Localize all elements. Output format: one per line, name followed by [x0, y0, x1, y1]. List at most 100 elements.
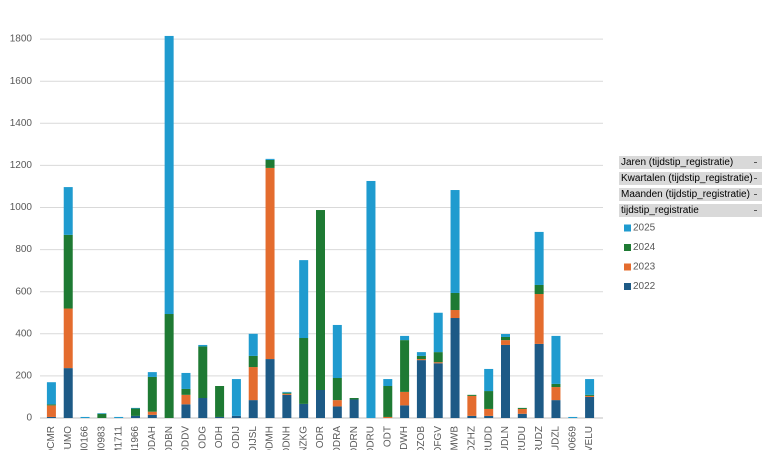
- bar-segment: [501, 336, 510, 341]
- bar-segment: [80, 416, 90, 418]
- x-tick-label: OMWB: [450, 426, 461, 450]
- x-tick-label: VELU: [584, 426, 595, 450]
- x-tick-label: ODDV: [181, 426, 192, 450]
- x-tick-label: RUDZL: [551, 426, 562, 450]
- bar-segment: [551, 383, 561, 388]
- y-tick-label: 0: [26, 413, 32, 424]
- bar-segment: [181, 388, 191, 395]
- y-tick-label: 1000: [10, 202, 33, 213]
- bar-segment: [585, 395, 595, 397]
- bar-segment: [248, 333, 258, 356]
- bar-segment: [366, 180, 376, 418]
- bar-segment: [534, 231, 544, 285]
- bar-segment: [433, 362, 443, 364]
- y-tick-label: 400: [15, 328, 32, 339]
- x-tick-label: M1711: [113, 426, 124, 450]
- legend-label: 2023: [633, 262, 656, 273]
- y-tick-label: 800: [15, 244, 32, 255]
- y-tick-label: 600: [15, 286, 32, 297]
- bar-segment: [332, 378, 342, 401]
- x-tick-label: RUDZ: [534, 426, 545, 450]
- bar-segment: [400, 340, 410, 392]
- bar-segment: [416, 359, 426, 361]
- bar-segment: [248, 355, 258, 368]
- field-button[interactable]: tijdstip_registratie: [619, 204, 762, 218]
- legend-swatch: [624, 244, 631, 251]
- bar-segment: [467, 395, 477, 416]
- x-tick-label: ODIJSL: [248, 426, 259, 450]
- bar-segment: [450, 292, 460, 311]
- bar-segment: [97, 413, 107, 418]
- x-tick-label: ODT: [382, 426, 393, 447]
- bar-segment: [147, 411, 157, 415]
- bar-segment: [450, 318, 460, 418]
- y-tick-label: 200: [15, 371, 32, 382]
- bar-segment: [299, 403, 309, 418]
- bar-segment: [534, 284, 544, 295]
- bar-segment: [416, 360, 426, 418]
- bar-segment: [164, 35, 174, 315]
- x-tick-label: M0166: [80, 426, 91, 450]
- bar-segment: [181, 372, 191, 389]
- x-tick-label: ODNZKG: [298, 426, 309, 450]
- bar-segment: [534, 294, 544, 344]
- x-tick-label: D0669: [567, 426, 578, 450]
- legend-label: 2025: [633, 223, 656, 234]
- field-button[interactable]: Maanden (tijdstip_registratie): [619, 188, 762, 202]
- x-tick-label: ODRU: [366, 426, 377, 450]
- field-button[interactable]: Jaren (tijdstip_registratie): [619, 156, 762, 170]
- bar-segment: [383, 386, 393, 417]
- bar-segment: [265, 167, 275, 360]
- bar-segment: [131, 408, 140, 416]
- x-tick-label: ODRN: [349, 426, 360, 450]
- bar-segment: [147, 372, 157, 377]
- bar-segment: [198, 398, 208, 418]
- bar-segment: [551, 335, 561, 384]
- bar-segment: [265, 159, 275, 168]
- bar-segment: [484, 415, 494, 418]
- x-tick-label: ODIJ: [231, 426, 242, 449]
- bar-segment: [282, 394, 292, 418]
- bar-segment: [484, 408, 494, 416]
- x-tick-label: M1966: [130, 426, 141, 450]
- x-tick-label: ODNH: [282, 426, 293, 450]
- bar-segment: [215, 386, 225, 417]
- bar-segment: [383, 416, 393, 418]
- y-tick-label: 1600: [10, 76, 33, 87]
- x-tick-label: DCMR: [46, 426, 57, 450]
- field-button[interactable]: Kwartalen (tijdstip_registratie): [619, 172, 762, 186]
- bar-segment: [147, 414, 157, 418]
- bar-segment: [46, 382, 56, 405]
- bar-segment: [316, 390, 325, 418]
- bar-segment: [198, 344, 208, 347]
- bar-segment: [282, 392, 292, 394]
- bar-segment: [299, 338, 309, 404]
- bar-segment: [332, 400, 342, 407]
- bar-segment: [231, 379, 241, 416]
- x-tick-label: M0983: [97, 426, 108, 450]
- bar-segment: [450, 190, 460, 293]
- bar-segment: [433, 352, 443, 363]
- bar-segment: [46, 416, 56, 418]
- bar-segment: [568, 416, 578, 418]
- legend-swatch: [624, 283, 631, 290]
- bar-segment: [450, 310, 460, 319]
- legend-swatch: [624, 263, 631, 271]
- bar-segment: [131, 415, 140, 418]
- bar-segment: [383, 379, 393, 387]
- x-tick-label: RUDLN: [500, 426, 511, 450]
- x-tick-label: ODBN: [164, 426, 175, 450]
- y-tick-label: 2000: [10, 0, 33, 3]
- x-tick-label: OZHZ: [467, 426, 478, 450]
- bar-segment: [585, 396, 595, 418]
- bar-segment: [332, 324, 342, 379]
- bar-segment: [400, 405, 410, 418]
- bar-segment: [63, 308, 73, 369]
- bar-segment: [215, 416, 225, 418]
- bar-segment: [231, 415, 241, 418]
- bar-segment: [551, 387, 561, 401]
- bar-segment: [349, 398, 359, 400]
- x-tick-label: FUMO: [63, 426, 74, 450]
- bar-segment: [534, 343, 544, 418]
